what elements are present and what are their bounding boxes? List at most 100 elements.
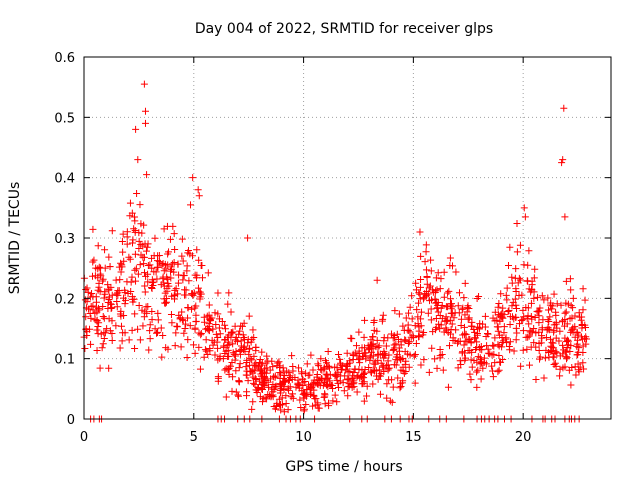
data-point — [493, 323, 501, 331]
axis-ticks — [83, 56, 611, 420]
data-point — [194, 186, 202, 194]
data-point — [232, 367, 240, 375]
data-point — [211, 351, 219, 359]
data-point — [495, 352, 503, 360]
data-point — [506, 313, 514, 321]
data-point — [367, 369, 375, 377]
data-point — [83, 298, 91, 306]
data-point — [465, 314, 473, 322]
data-point — [225, 370, 233, 378]
data-point — [527, 343, 535, 351]
data-point — [163, 275, 171, 283]
data-point — [518, 291, 526, 299]
data-point — [525, 361, 533, 369]
data-point — [119, 329, 127, 337]
data-point — [289, 390, 297, 398]
data-point — [540, 374, 548, 382]
data-point — [522, 304, 530, 312]
data-point — [183, 353, 191, 361]
data-point — [343, 376, 351, 384]
data-point — [182, 320, 190, 328]
data-point — [108, 227, 116, 235]
data-point — [535, 319, 543, 327]
data-point — [508, 302, 516, 310]
data-point — [236, 360, 244, 368]
data-point — [148, 264, 156, 272]
data-point — [363, 392, 371, 400]
data-point — [505, 307, 513, 315]
data-point — [252, 362, 260, 370]
data-point — [227, 308, 235, 316]
data-point — [556, 365, 564, 373]
data-point — [456, 357, 464, 365]
data-point — [536, 304, 544, 312]
data-point — [541, 354, 549, 362]
data-point — [406, 351, 414, 359]
data-point — [195, 288, 203, 296]
data-point — [434, 269, 442, 277]
data-point — [523, 315, 531, 323]
data-point — [302, 401, 310, 409]
data-point — [564, 341, 572, 349]
data-point — [427, 316, 435, 324]
data-point — [164, 261, 172, 269]
data-point — [444, 289, 452, 297]
data-point — [214, 334, 222, 342]
data-point — [158, 353, 166, 361]
data-point — [462, 330, 470, 338]
data-point — [488, 362, 496, 370]
data-point — [325, 364, 333, 372]
data-point — [249, 326, 257, 334]
data-point — [235, 364, 243, 372]
data-point — [580, 365, 588, 373]
data-point — [105, 315, 113, 323]
data-point — [167, 311, 175, 319]
data-point — [209, 341, 217, 349]
data-point — [230, 350, 238, 358]
data-point — [249, 379, 257, 387]
data-point — [458, 305, 466, 313]
data-point — [179, 272, 187, 280]
data-point — [539, 316, 547, 324]
data-point — [118, 238, 126, 246]
data-point — [92, 264, 100, 272]
data-point — [500, 329, 508, 337]
data-point — [141, 269, 149, 277]
data-point — [193, 271, 201, 279]
data-point — [303, 360, 311, 368]
data-point — [338, 366, 346, 374]
data-point — [411, 379, 419, 387]
data-point — [525, 247, 533, 255]
data-point — [427, 305, 435, 313]
data-point — [380, 347, 388, 355]
data-point — [195, 343, 203, 351]
data-point — [496, 358, 504, 366]
y-tick-label: 0.4 — [54, 172, 75, 187]
data-point — [105, 364, 113, 372]
data-point — [512, 336, 520, 344]
data-point — [272, 403, 280, 411]
data-point — [503, 296, 511, 304]
data-point — [141, 119, 149, 127]
data-point — [374, 344, 382, 352]
data-point — [537, 339, 545, 347]
data-point — [116, 276, 124, 284]
data-point — [335, 384, 343, 391]
data-point — [214, 344, 222, 352]
data-point — [298, 370, 306, 378]
data-point — [538, 292, 546, 300]
data-point — [343, 349, 351, 357]
data-point — [148, 308, 156, 316]
data-point — [138, 229, 146, 237]
data-point — [132, 125, 140, 133]
data-point — [172, 329, 180, 337]
data-point — [191, 349, 199, 357]
data-point — [205, 311, 213, 319]
data-point — [193, 246, 201, 254]
data-point — [383, 394, 391, 402]
data-point — [359, 371, 367, 379]
data-point — [416, 283, 424, 291]
data-point — [553, 300, 561, 308]
data-point — [108, 336, 116, 344]
data-point — [528, 315, 536, 323]
